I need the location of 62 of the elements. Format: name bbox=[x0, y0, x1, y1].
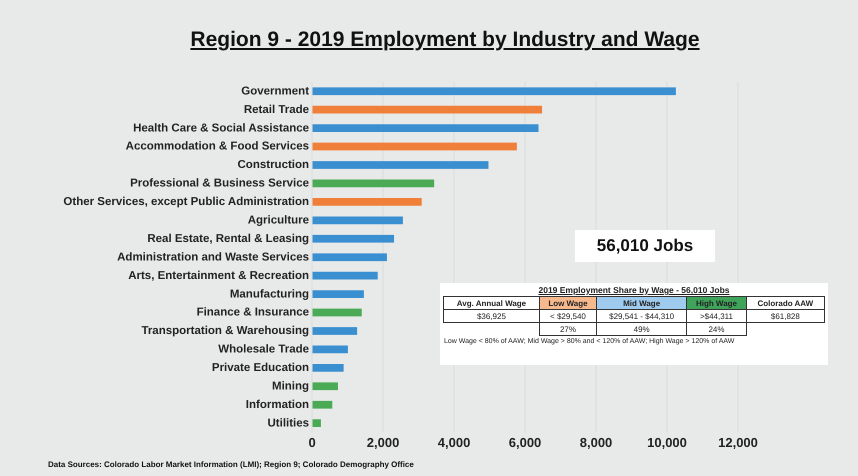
bar bbox=[312, 382, 338, 390]
bar bbox=[312, 308, 362, 316]
chart-title: Region 9 - 2019 Employment by Industry and Wage bbox=[189, 28, 701, 52]
y-tick-label: Construction bbox=[237, 159, 310, 172]
bar bbox=[312, 327, 358, 335]
bar bbox=[312, 87, 676, 96]
x-tick-label: 10,000 bbox=[647, 434, 687, 450]
bar bbox=[312, 106, 542, 114]
y-tick-label: Information bbox=[246, 398, 310, 411]
x-tick-label: 2,000 bbox=[366, 434, 400, 450]
bar bbox=[312, 198, 422, 206]
x-tick-label: 4,000 bbox=[438, 434, 470, 450]
text: Colorado AAW bbox=[757, 298, 814, 308]
bar bbox=[312, 142, 517, 150]
text: $61,828 bbox=[770, 312, 800, 320]
y-tick-label: Real Estate, Rental & Leasing bbox=[147, 232, 310, 245]
x-tick-label: 6,000 bbox=[508, 434, 542, 450]
y-tick-label: Health Care & Social Assistance bbox=[133, 122, 310, 134]
bar bbox=[312, 419, 321, 428]
annotation: 49% bbox=[596, 322, 687, 336]
y-tick-label: Mining bbox=[272, 380, 310, 392]
x-tick-label: 12,000 bbox=[718, 434, 758, 450]
annotation: 24% bbox=[686, 322, 746, 336]
bar bbox=[312, 272, 378, 280]
bar bbox=[312, 234, 394, 243]
y-tick-label: Transportation & Warehousing bbox=[141, 325, 310, 338]
bar bbox=[312, 290, 364, 298]
bar bbox=[312, 161, 488, 169]
annotation: Avg. Annual Wage bbox=[444, 296, 540, 310]
y-tick-label: Private Education bbox=[212, 362, 310, 374]
text: Data Sources: Colorado Labor Market Information (LMI); Region 9; Colorado Demography Office bbox=[48, 460, 414, 469]
annotation: >$44,311 bbox=[686, 310, 746, 322]
y-tick-label: Arts, Entertainment & Recreation bbox=[128, 270, 310, 282]
bar bbox=[312, 124, 539, 132]
bar bbox=[312, 346, 348, 354]
jobs-total-box: 56,010 Jobs bbox=[575, 230, 715, 262]
y-tick-label: Retail Trade bbox=[244, 104, 310, 116]
bar bbox=[312, 253, 387, 262]
annotation: Mid Wage bbox=[596, 296, 687, 310]
y-tick-label: Government bbox=[241, 85, 310, 98]
y-tick-label: Wholesale Trade bbox=[218, 344, 310, 356]
annotation: High Wage bbox=[686, 296, 746, 310]
y-tick-label: Accommodation & Food Services bbox=[126, 140, 310, 153]
bar bbox=[312, 180, 434, 188]
annotation: $36,925 bbox=[444, 310, 540, 322]
annotation: < $29,540 bbox=[539, 310, 597, 322]
y-tick-label: Other Services, except Public Administration bbox=[63, 196, 310, 208]
annotation: Low Wage bbox=[539, 296, 597, 310]
x-tick-label: 8,000 bbox=[580, 434, 612, 450]
y-tick-label: Finance & Insurance bbox=[196, 306, 310, 319]
x-tick-label: 0 bbox=[308, 434, 316, 450]
annotation: 27% bbox=[539, 322, 597, 336]
annotation: $29,541 - $44,310 bbox=[596, 310, 687, 322]
bar bbox=[312, 400, 332, 409]
y-tick-label: Administration and Waste Services bbox=[117, 251, 310, 264]
bar bbox=[312, 216, 403, 224]
y-tick-label: Manufacturing bbox=[230, 288, 310, 300]
y-tick-label: Utilities bbox=[268, 417, 310, 430]
y-tick-label: Professional & Business Service bbox=[130, 178, 310, 190]
annotation: 2019 Employment Share by Wage - 56,010 Jobs bbox=[537, 285, 730, 295]
y-tick-label: Agriculture bbox=[248, 214, 310, 226]
bar bbox=[312, 364, 344, 372]
